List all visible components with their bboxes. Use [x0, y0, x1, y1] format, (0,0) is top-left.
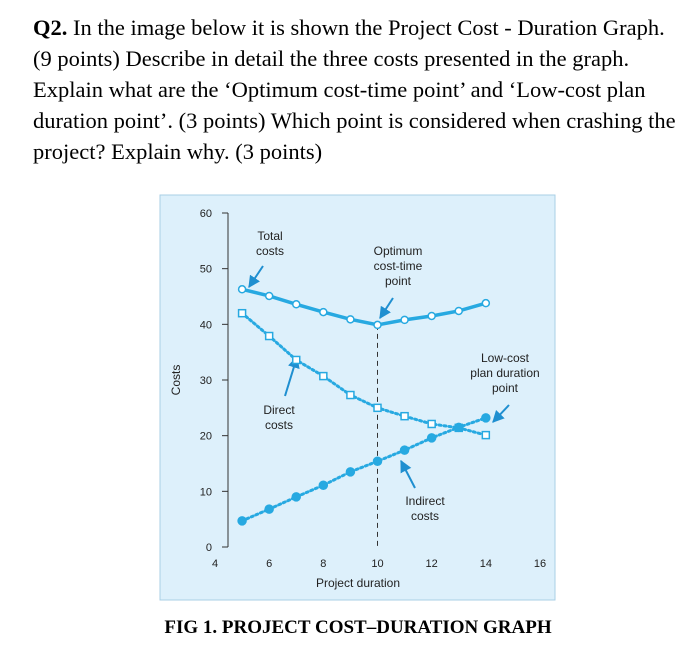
annotation: Low-cost	[481, 351, 530, 365]
x-tick-label: 12	[426, 558, 438, 570]
marker	[427, 419, 436, 429]
marker	[346, 390, 355, 400]
arrow	[248, 265, 264, 288]
question-text: In the image below it is shown the Proje…	[33, 15, 676, 164]
y-tick-label: 10	[200, 486, 212, 498]
annotation: cost-time	[374, 259, 423, 273]
y-tick-label: 50	[200, 264, 212, 276]
marker	[454, 422, 464, 433]
marker	[481, 298, 491, 308]
x-tick-label: 4	[212, 558, 218, 570]
x-tick-label: 16	[534, 558, 546, 570]
x-axis-label: Project duration	[316, 576, 400, 590]
arrow	[400, 459, 416, 489]
marker	[264, 291, 274, 301]
series-line	[240, 311, 488, 437]
annotation: point	[492, 381, 519, 395]
marker	[373, 403, 382, 413]
x-tick-label: 10	[371, 558, 383, 570]
x-tick-label: 8	[320, 558, 326, 570]
arrow	[379, 297, 394, 320]
marker	[319, 371, 328, 381]
question-label: Q2.	[33, 15, 68, 40]
arrow	[492, 404, 510, 423]
marker	[400, 411, 409, 421]
y-tick-label: 20	[200, 431, 212, 443]
marker	[291, 492, 301, 502]
y-tick-label: 40	[200, 319, 212, 331]
marker	[481, 413, 491, 423]
annotation: costs	[256, 244, 284, 258]
marker	[399, 445, 410, 455]
marker	[319, 307, 328, 317]
series-line	[240, 416, 488, 523]
x-tick-label: 6	[266, 558, 272, 570]
marker	[400, 315, 409, 325]
marker	[264, 331, 274, 341]
caption: FIG 1. PROJECT COST–DURATION GRAPH	[164, 617, 551, 638]
marker	[345, 467, 356, 477]
marker	[454, 306, 463, 316]
marker	[264, 504, 274, 514]
y-tick-label: 30	[200, 375, 212, 387]
marker	[481, 430, 491, 440]
marker	[237, 308, 247, 318]
annotation: costs	[411, 509, 439, 523]
annotation: point	[385, 274, 412, 288]
question: Q2. In the image below it is shown the P…	[33, 12, 678, 167]
annotation: Direct	[263, 403, 295, 417]
marker	[372, 456, 383, 467]
annotation: Total	[257, 229, 282, 243]
marker	[292, 300, 301, 309]
chart-box	[159, 194, 556, 601]
marker	[426, 433, 437, 443]
marker	[237, 516, 247, 526]
marker	[427, 311, 436, 321]
annotation: costs	[265, 418, 293, 432]
x-tick-label: 14	[480, 558, 492, 570]
series-line	[241, 287, 487, 327]
marker	[237, 285, 247, 294]
y-tick-label: 0	[206, 542, 212, 554]
marker	[346, 315, 355, 324]
y-tick-label: 60	[200, 208, 212, 220]
marker	[318, 480, 329, 490]
marker	[373, 320, 382, 330]
annotation: Indirect	[405, 494, 445, 508]
annotation: plan duration	[470, 366, 539, 380]
marker	[292, 355, 301, 365]
annotation: Optimum	[374, 244, 423, 258]
y-axis-label: Costs	[169, 365, 183, 396]
